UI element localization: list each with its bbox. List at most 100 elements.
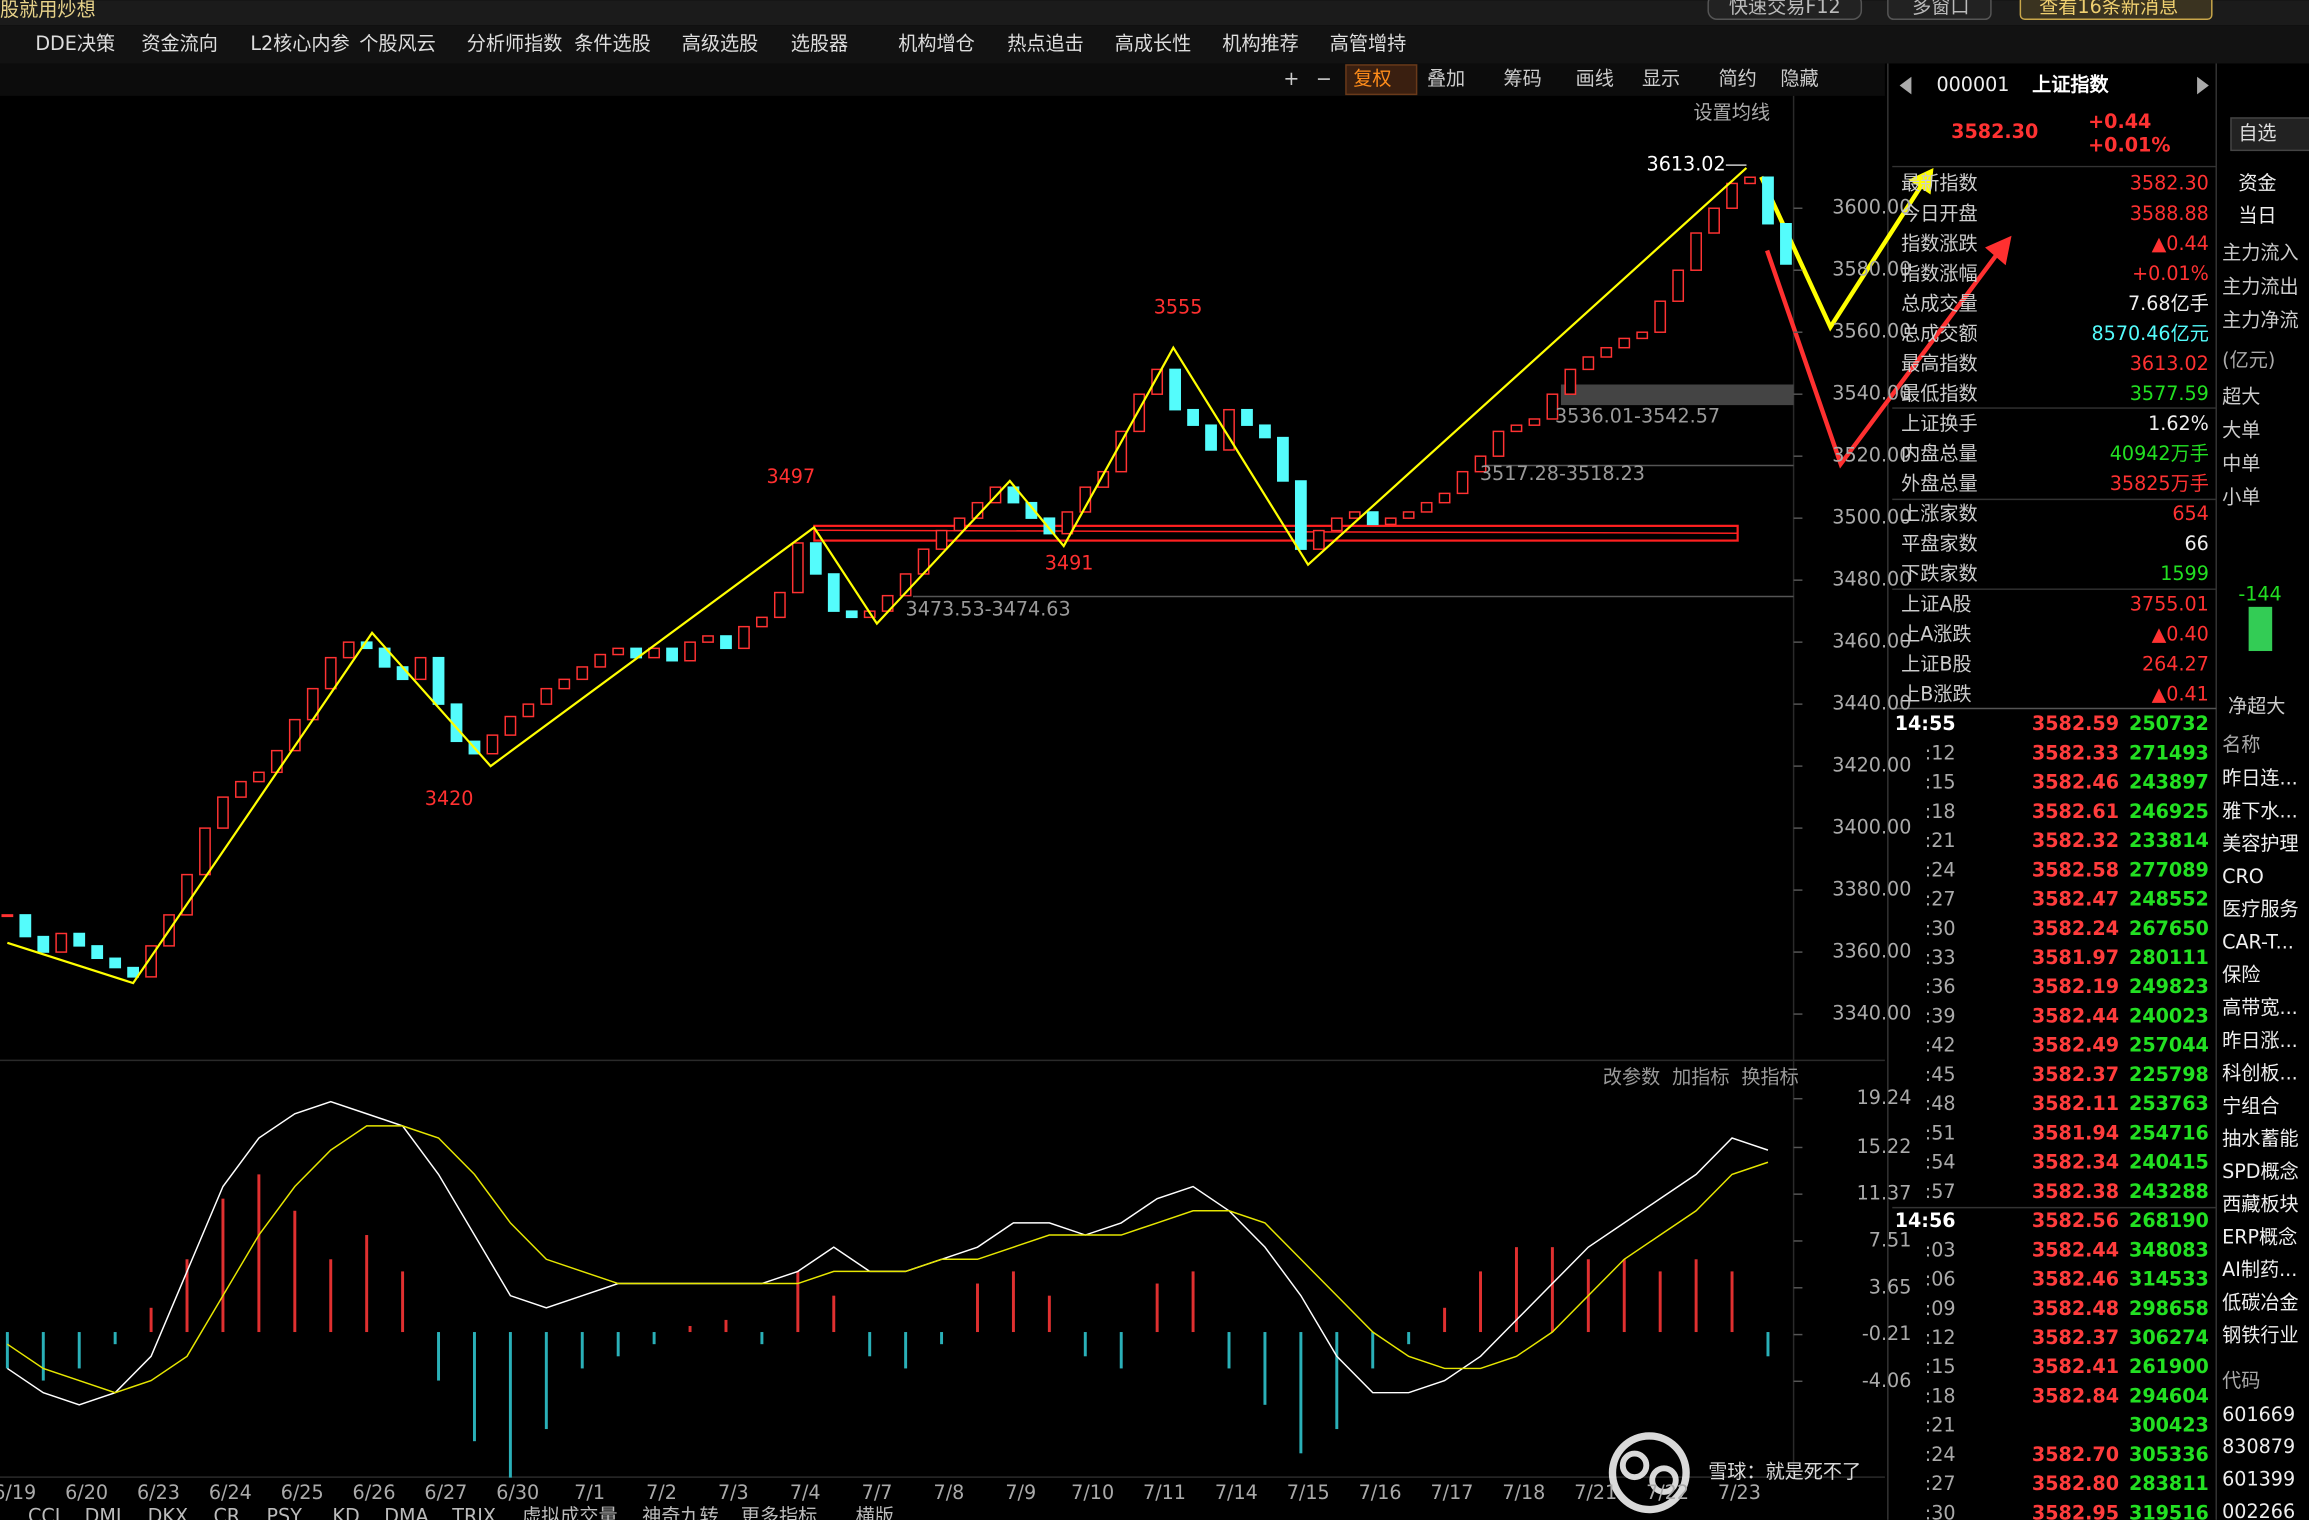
macd-bar [329, 1259, 333, 1333]
watchlist[interactable]: 自选 [2238, 122, 2276, 145]
date-label: 7/4 [790, 1481, 821, 1504]
indicator-tab[interactable]: KD [332, 1504, 359, 1520]
date-label: 7/1 [574, 1481, 605, 1504]
candle [702, 635, 714, 643]
candle [432, 656, 445, 705]
macd-bar [580, 1332, 584, 1369]
toolbar-button[interactable]: + [1283, 67, 1299, 90]
macd-bar [5, 1332, 9, 1369]
toolbar [0, 63, 1885, 96]
tick-price: 3582.46 [2032, 771, 2119, 794]
stock-code: 830879 [2222, 1435, 2295, 1458]
stat-label: 平盘家数 [1901, 532, 1977, 555]
tick-volume: 268190 [2129, 1209, 2209, 1232]
menu-item[interactable]: 分析师指数 [467, 32, 563, 55]
tick-volume: 243288 [2129, 1180, 2209, 1203]
menu-item[interactable]: L2核心内参 [250, 32, 349, 55]
candle [1744, 176, 1756, 185]
stock-code: 601399 [2222, 1468, 2295, 1491]
menu-item[interactable]: 高成长性 [1115, 32, 1192, 55]
indicator-tab[interactable]: DMA [384, 1504, 428, 1520]
menu-item[interactable]: 热点追击 [1007, 32, 1083, 55]
candle [1007, 486, 1020, 504]
candle [504, 715, 517, 736]
fuquan-button[interactable] [1345, 64, 1418, 96]
toolbar-button[interactable]: 筹码 [1504, 67, 1542, 90]
toolbar-button[interactable]: 画线 [1576, 67, 1614, 90]
macd-bar [1443, 1307, 1447, 1333]
candle [1241, 408, 1253, 426]
toolbar-button[interactable]: 复权 [1353, 67, 1391, 90]
menu-item[interactable]: 高级选股 [682, 32, 759, 55]
menu-item[interactable]: 机构增仓 [898, 32, 975, 55]
name-header: 名称 [2222, 733, 2260, 756]
menu-item[interactable]: DDE决策 [35, 32, 115, 55]
candle [1348, 511, 1361, 519]
macd-bar [724, 1319, 728, 1333]
macd-bar [760, 1332, 764, 1345]
macd-bar [437, 1332, 441, 1381]
candle [612, 647, 625, 656]
sector: 雅下水... [2222, 799, 2298, 822]
support-line [814, 529, 1738, 534]
toolbar-button[interactable]: − [1316, 67, 1332, 90]
tick-price: 3582.48 [2032, 1297, 2119, 1320]
indicator-tab[interactable]: 更多指标 [741, 1504, 817, 1520]
fund-flow: 主力净流 [2222, 309, 2299, 332]
stat-value: ▲0.40 [2152, 622, 2209, 645]
indicator-tab[interactable]: 虚拟成交量 [522, 1504, 618, 1520]
indicator-tool[interactable]: 加指标 [1672, 1066, 1729, 1089]
indicator-tab[interactable]: TRIX [451, 1504, 496, 1520]
candle [1384, 517, 1397, 526]
sector: 保险 [2222, 963, 2260, 986]
indicator-tab[interactable]: 横版 [856, 1504, 894, 1520]
y-tick-label: 15.22 [1857, 1135, 1912, 1158]
arrow-head [1985, 235, 2012, 266]
ma-setting: 设置均线 [1694, 101, 1771, 124]
multi-window-button[interactable] [1887, 0, 1992, 21]
tick-time: 14:56 [1895, 1209, 1956, 1232]
indicator-tab[interactable]: 神奇九转 [642, 1504, 719, 1520]
prev-button[interactable] [1899, 76, 1912, 95]
indicator-tab[interactable]: DMI [85, 1504, 122, 1520]
toolbar-button[interactable]: 显示 [1642, 67, 1680, 90]
macd-bar [1514, 1247, 1518, 1333]
next-button[interactable] [2197, 76, 2209, 95]
quick-trade-button[interactable] [1707, 0, 1863, 21]
toolbar-button[interactable]: 隐藏 [1780, 67, 1818, 90]
y-tick-label: 3600.00 [1832, 196, 1911, 219]
indicator-tab[interactable]: CR [213, 1504, 240, 1520]
stat-value: ▲0.41 [2152, 682, 2209, 705]
index-change: +0.44 [2088, 110, 2151, 133]
toolbar-button[interactable]: 叠加 [1427, 67, 1465, 90]
candle [1474, 455, 1487, 473]
sector: 昨日涨... [2222, 1029, 2298, 1052]
indicator-tool[interactable]: 改参数 [1603, 1066, 1660, 1089]
menu-item[interactable]: 资金流向 [141, 32, 218, 55]
y-tick-label: 3580.00 [1832, 258, 1911, 281]
indicator-tab[interactable]: PSY [267, 1504, 303, 1520]
candle [324, 656, 337, 690]
menu-item[interactable]: 个股风云 [359, 32, 435, 55]
menu-item[interactable]: 条件选股 [574, 32, 651, 55]
menu-item[interactable]: 高管增持 [1330, 32, 1407, 55]
toolbar-button[interactable]: 简约 [1719, 67, 1757, 90]
indicator-tab[interactable]: DKX [148, 1504, 188, 1520]
watchlist-button[interactable] [2230, 117, 2309, 152]
range-label: 3517.28-3518.23 [1480, 462, 1645, 485]
menu-item[interactable]: 机构推荐 [1222, 32, 1299, 55]
menu-item[interactable]: 选股器 [791, 32, 848, 55]
tick-volume: 283811 [2129, 1472, 2209, 1495]
sector: 低碳冶金 [2222, 1291, 2299, 1314]
tick-volume: 243897 [2129, 771, 2209, 794]
tick-price: 3581.94 [2032, 1121, 2119, 1144]
candle [648, 647, 661, 659]
indicator-tool[interactable]: 换指标 [1741, 1066, 1798, 1089]
indicator-tab[interactable]: CCI [28, 1504, 60, 1520]
message-button[interactable] [2019, 0, 2213, 21]
multi-window: 多窗口 [1912, 0, 1969, 18]
candle [1546, 393, 1559, 420]
watermark-logo [1608, 1432, 1690, 1514]
sector: CAR-T... [2222, 930, 2294, 953]
date-label: 7/21 [1574, 1481, 1617, 1504]
